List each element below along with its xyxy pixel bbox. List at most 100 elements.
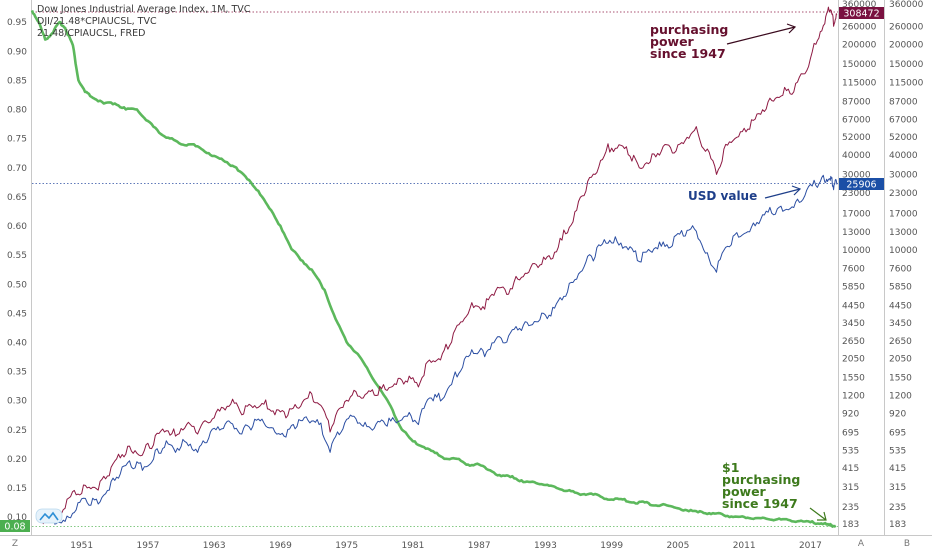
- y-right2-tick-label: 5850: [889, 283, 912, 293]
- badge-red-label: 308472: [843, 9, 879, 20]
- y-right2-tick-label: 920: [889, 409, 906, 419]
- y-right-tick-label: 67000: [842, 115, 871, 125]
- corner-label-a[interactable]: A: [858, 539, 865, 549]
- y-right-tick-label: 695: [842, 429, 859, 439]
- y-left-tick-label: 0.45: [7, 309, 27, 319]
- x-tick-label: 1993: [534, 541, 557, 550]
- badge-right-blue: 25906: [839, 178, 884, 191]
- y-right-tick-label: 10000: [842, 246, 871, 256]
- y-right2-tick-label: 1200: [889, 391, 912, 401]
- y-left-tick-label: 0.90: [7, 47, 27, 57]
- legend-line-dji[interactable]: Dow Jones Industrial Average Index, 1M, …: [37, 4, 251, 15]
- y-right-tick-label: 1200: [842, 391, 865, 401]
- annotation-usd-value: USD value: [688, 189, 758, 203]
- y-left-tick-label: 0.35: [7, 368, 27, 378]
- y-right2-tick-label: 67000: [889, 115, 918, 125]
- y-left-tick-label: 0.75: [7, 135, 27, 145]
- y-right-tick-label: 150000: [842, 60, 877, 70]
- y-right2-tick-label: 17000: [889, 210, 918, 220]
- y-right2-tick-label: 30000: [889, 171, 918, 181]
- y-left-tick-label: 0.60: [7, 222, 27, 232]
- y-right-tick-label: 415: [842, 464, 859, 474]
- y-right2-tick-label: 40000: [889, 151, 918, 161]
- legend-line-dji-real[interactable]: DJI/21.48*CPIAUCSL, TVC: [37, 16, 157, 27]
- y-right2-tick-label: 260000: [889, 23, 924, 33]
- corner-label-z[interactable]: Z: [12, 539, 18, 549]
- y-right2-tick-label: 10000: [889, 246, 918, 256]
- annotation-green-line-4: since 1947: [722, 496, 798, 511]
- y-right2-tick-label: 200000: [889, 40, 924, 50]
- y-left-tick-label: 0.10: [7, 513, 27, 523]
- badge-right-red: 308472: [839, 7, 884, 20]
- y-right2-tick-label: 315: [889, 483, 906, 493]
- chart-legend: Dow Jones Industrial Average Index, 1M, …: [37, 4, 250, 40]
- y-right2-tick-label: 4450: [889, 301, 912, 311]
- y-right-tick-label: 920: [842, 409, 859, 419]
- y-right-tick-label: 2050: [842, 355, 865, 365]
- arrow-dollar-power: [809, 507, 827, 521]
- y-right2-tick-label: 150000: [889, 60, 924, 70]
- y-left-tick-label: 0.85: [7, 76, 27, 86]
- x-tick-label: 1975: [335, 541, 358, 550]
- right-axis-ticks: 360000 260000 200000 150000 115000 87000 67000…: [842, 0, 877, 530]
- y-right-tick-label: 30000: [842, 171, 871, 181]
- x-tick-label: 1969: [269, 541, 292, 550]
- y-right-tick-label: 235: [842, 503, 859, 513]
- series-dollar-purchasing-power: [30, 9, 837, 528]
- y-left-tick-label: 0.50: [7, 280, 27, 290]
- annotation-red-line-2: power: [650, 34, 694, 49]
- legend-line-dollar[interactable]: 21.48/CPIAUCSL, FRED: [37, 28, 146, 39]
- annotation-green-line-1: $1: [722, 460, 740, 475]
- y-right-tick-label: 1550: [842, 374, 865, 384]
- y-right-tick-label: 115000: [842, 78, 877, 88]
- y-left-tick-label: 0.30: [7, 397, 27, 407]
- y-left-tick-label: 0.20: [7, 455, 27, 465]
- y-right2-tick-label: 1550: [889, 374, 912, 384]
- annotation-red-line-3: since 1947: [650, 46, 726, 61]
- y-left-tick-label: 0.70: [7, 164, 27, 174]
- y-left-tick-label: 0.55: [7, 251, 27, 261]
- y-right-tick-label: 200000: [842, 40, 877, 50]
- arrow-usd-value: [764, 185, 802, 199]
- annotation-purchasing-power: purchasing power since 1947: [650, 23, 728, 61]
- y-right-tick-label: 87000: [842, 98, 871, 108]
- y-left-tick-label: 0.95: [7, 18, 27, 28]
- y-right-tick-label: 17000: [842, 210, 871, 220]
- y-right2-tick-label: 87000: [889, 98, 918, 108]
- y-right2-tick-label: 235: [889, 503, 906, 513]
- y-right2-tick-label: 183: [889, 520, 906, 530]
- x-tick-label: 2011: [733, 541, 756, 550]
- y-right-tick-label: 260000: [842, 23, 877, 33]
- annotation-green-line-2: purchasing: [722, 472, 801, 487]
- y-right2-tick-label: 7600: [889, 265, 912, 275]
- y-left-tick-label: 0.15: [7, 484, 27, 494]
- y-right-tick-label: 315: [842, 483, 859, 493]
- badge-blue-label: 25906: [846, 180, 876, 191]
- y-right2-tick-label: 535: [889, 447, 906, 457]
- series-dji-nominal: [54, 174, 838, 525]
- y-right-tick-label: 7600: [842, 265, 865, 275]
- y-right-tick-label: 183: [842, 520, 859, 530]
- x-tick-label: 1957: [136, 541, 159, 550]
- y-right-tick-label: 535: [842, 447, 859, 457]
- right-axis-ticks-secondary: 360000 260000 200000 150000 115000 87000 67000…: [889, 0, 924, 530]
- y-right-tick-label: 3450: [842, 319, 865, 329]
- x-tick-label: 2005: [666, 541, 689, 550]
- x-tick-label: 1999: [600, 541, 623, 550]
- y-right2-tick-label: 115000: [889, 78, 924, 88]
- y-right2-tick-label: 13000: [889, 228, 918, 238]
- y-right2-tick-label: 360000: [889, 0, 924, 10]
- x-tick-label: 1981: [401, 541, 424, 550]
- y-right2-tick-label: 2050: [889, 355, 912, 365]
- x-tick-label: 1987: [468, 541, 491, 550]
- y-right-tick-label: 23000: [842, 189, 871, 199]
- corner-label-b[interactable]: B: [904, 539, 910, 549]
- y-right-tick-label: 4450: [842, 301, 865, 311]
- x-axis-ticks: 1951 1957 1963 1969 1975 1981 1987 1993 1999 2005…: [70, 541, 822, 550]
- y-right-tick-label: 5850: [842, 283, 865, 293]
- y-right-tick-label: 360000: [842, 0, 877, 10]
- badge-left-label: 0.08: [4, 522, 25, 533]
- y-right-tick-label: 52000: [842, 133, 871, 143]
